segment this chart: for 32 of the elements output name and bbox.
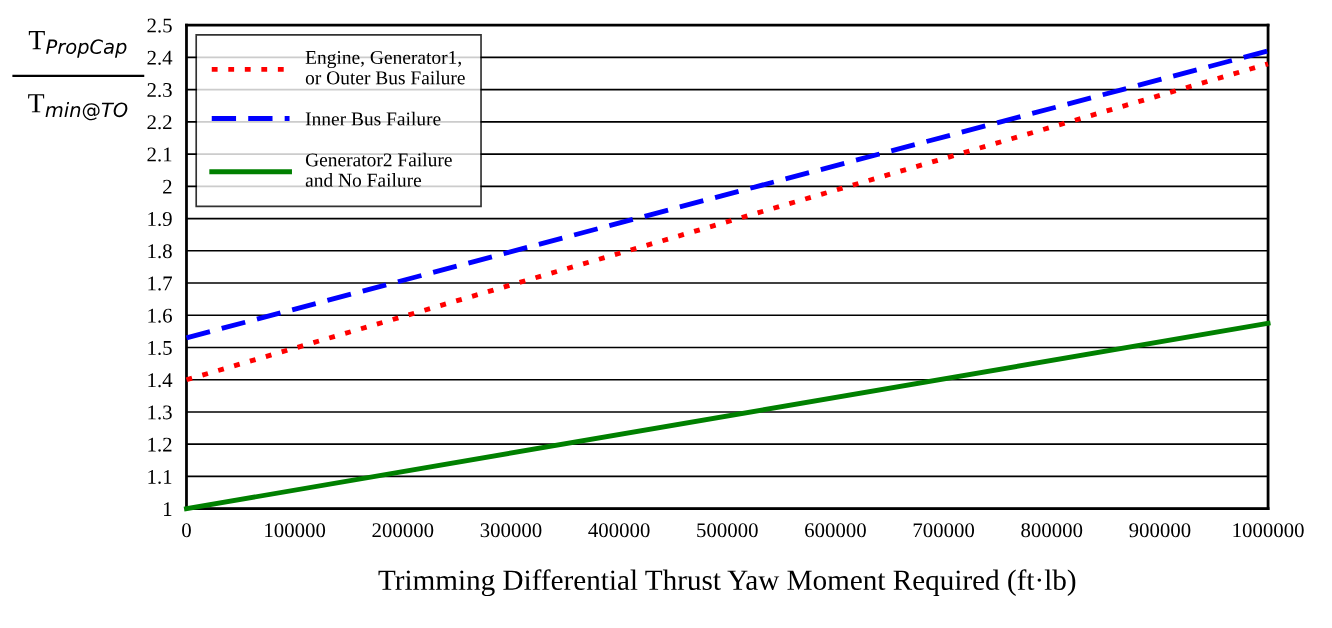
y-tick-label: 1.7 (148, 276, 172, 291)
y-tick-label: 2 (163, 179, 172, 194)
y-tick-label: 2.1 (147, 147, 172, 162)
y-tick-label: 1.2 (148, 437, 172, 452)
x-tick-label: 700000 (913, 523, 975, 538)
x-tick-label: 400000 (588, 523, 650, 538)
x-tick-label: 200000 (372, 523, 434, 538)
y-tick-label: 1.6 (148, 308, 172, 323)
y-tick-label: 1 (164, 502, 172, 516)
text: T$_{PropCap}$ T$_{min@TO}$ (28, 30, 128, 121)
x-tick-label: 1000000 (1233, 523, 1304, 538)
x-tick-label: 500000 (697, 523, 758, 538)
y-tick-label: 1.1 (148, 469, 172, 484)
legend-label: Generator2 Failure and No Failure (305, 152, 452, 187)
y-tick-label: 1.8 (148, 244, 172, 259)
x-tick-label: 900000 (1129, 523, 1191, 538)
legend-label: Engine, Generator1, or Outer Bus Failure (305, 50, 465, 85)
x-tick-label: 100000 (265, 523, 326, 538)
y-tick-label: 2.3 (147, 83, 172, 98)
legend-label: Inner Bus Failure (305, 111, 441, 126)
x-tick-label: 300000 (480, 523, 542, 538)
y-tick-label: 2.4 (147, 50, 173, 65)
y-tick-label: 1.9 (148, 211, 172, 227)
y-tick-label: 1.4 (148, 373, 173, 388)
y-tick-label: 2.5 (147, 18, 172, 33)
x-tick-label: 0 (182, 523, 191, 538)
x-tick-label: 800000 (1021, 523, 1083, 538)
x-tick-label: 600000 (805, 523, 866, 538)
y-tick-label: 1.3 (148, 405, 172, 420)
x-axis-title: Trimming Differential Thrust Yaw Moment Required (ft·lb) (378, 569, 1076, 597)
y-tick-label: 2.2 (147, 115, 172, 130)
y-tick-label: 1.5 (148, 340, 172, 356)
